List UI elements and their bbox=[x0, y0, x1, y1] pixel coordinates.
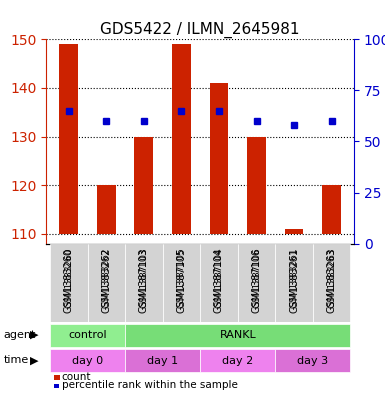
FancyBboxPatch shape bbox=[200, 244, 238, 322]
Text: day 1: day 1 bbox=[147, 356, 178, 365]
Bar bbox=[172, 44, 191, 234]
FancyBboxPatch shape bbox=[200, 349, 275, 372]
Text: GSM1387103: GSM1387103 bbox=[139, 248, 148, 309]
FancyBboxPatch shape bbox=[50, 244, 87, 322]
Text: agent: agent bbox=[4, 330, 36, 340]
FancyBboxPatch shape bbox=[275, 244, 313, 322]
FancyBboxPatch shape bbox=[275, 349, 350, 372]
Bar bbox=[97, 185, 115, 234]
Text: day 2: day 2 bbox=[222, 356, 253, 365]
Text: RANKL: RANKL bbox=[219, 330, 256, 340]
Text: GSM1387104: GSM1387104 bbox=[214, 248, 223, 308]
Bar bbox=[285, 229, 303, 234]
Text: count: count bbox=[62, 372, 91, 382]
Text: GSM1383260: GSM1383260 bbox=[64, 248, 74, 313]
FancyBboxPatch shape bbox=[50, 323, 125, 347]
FancyBboxPatch shape bbox=[125, 244, 162, 322]
Text: GSM1387105: GSM1387105 bbox=[177, 248, 186, 309]
Text: control: control bbox=[68, 330, 107, 340]
FancyBboxPatch shape bbox=[125, 323, 350, 347]
Text: GSM1387105: GSM1387105 bbox=[176, 248, 186, 313]
Text: GSM1387104: GSM1387104 bbox=[214, 248, 224, 313]
Text: GSM1383263: GSM1383263 bbox=[326, 248, 336, 313]
FancyBboxPatch shape bbox=[50, 349, 125, 372]
Text: ▶: ▶ bbox=[30, 355, 38, 365]
FancyBboxPatch shape bbox=[125, 349, 200, 372]
Text: GSM1383260: GSM1383260 bbox=[64, 248, 73, 308]
Text: day 3: day 3 bbox=[297, 356, 328, 365]
Text: percentile rank within the sample: percentile rank within the sample bbox=[62, 380, 238, 390]
Bar bbox=[322, 185, 341, 234]
Text: GSM1387106: GSM1387106 bbox=[252, 248, 261, 309]
Text: GSM1383261: GSM1383261 bbox=[289, 248, 299, 313]
Text: GSM1383263: GSM1383263 bbox=[327, 248, 336, 308]
Bar bbox=[59, 44, 78, 234]
FancyBboxPatch shape bbox=[162, 244, 200, 322]
Text: time: time bbox=[4, 355, 29, 365]
FancyBboxPatch shape bbox=[238, 244, 275, 322]
Bar bbox=[134, 137, 153, 234]
Text: GSM1387103: GSM1387103 bbox=[139, 248, 149, 313]
FancyBboxPatch shape bbox=[87, 244, 125, 322]
Text: GSM1383261: GSM1383261 bbox=[290, 248, 299, 308]
Text: GSM1387106: GSM1387106 bbox=[251, 248, 261, 313]
Text: GSM1383262: GSM1383262 bbox=[102, 248, 111, 308]
Bar bbox=[209, 83, 228, 234]
Bar bbox=[247, 137, 266, 234]
FancyBboxPatch shape bbox=[313, 244, 350, 322]
Title: GDS5422 / ILMN_2645981: GDS5422 / ILMN_2645981 bbox=[100, 22, 300, 38]
Text: GSM1383262: GSM1383262 bbox=[101, 248, 111, 313]
Text: ▶: ▶ bbox=[30, 330, 38, 340]
Text: day 0: day 0 bbox=[72, 356, 103, 365]
